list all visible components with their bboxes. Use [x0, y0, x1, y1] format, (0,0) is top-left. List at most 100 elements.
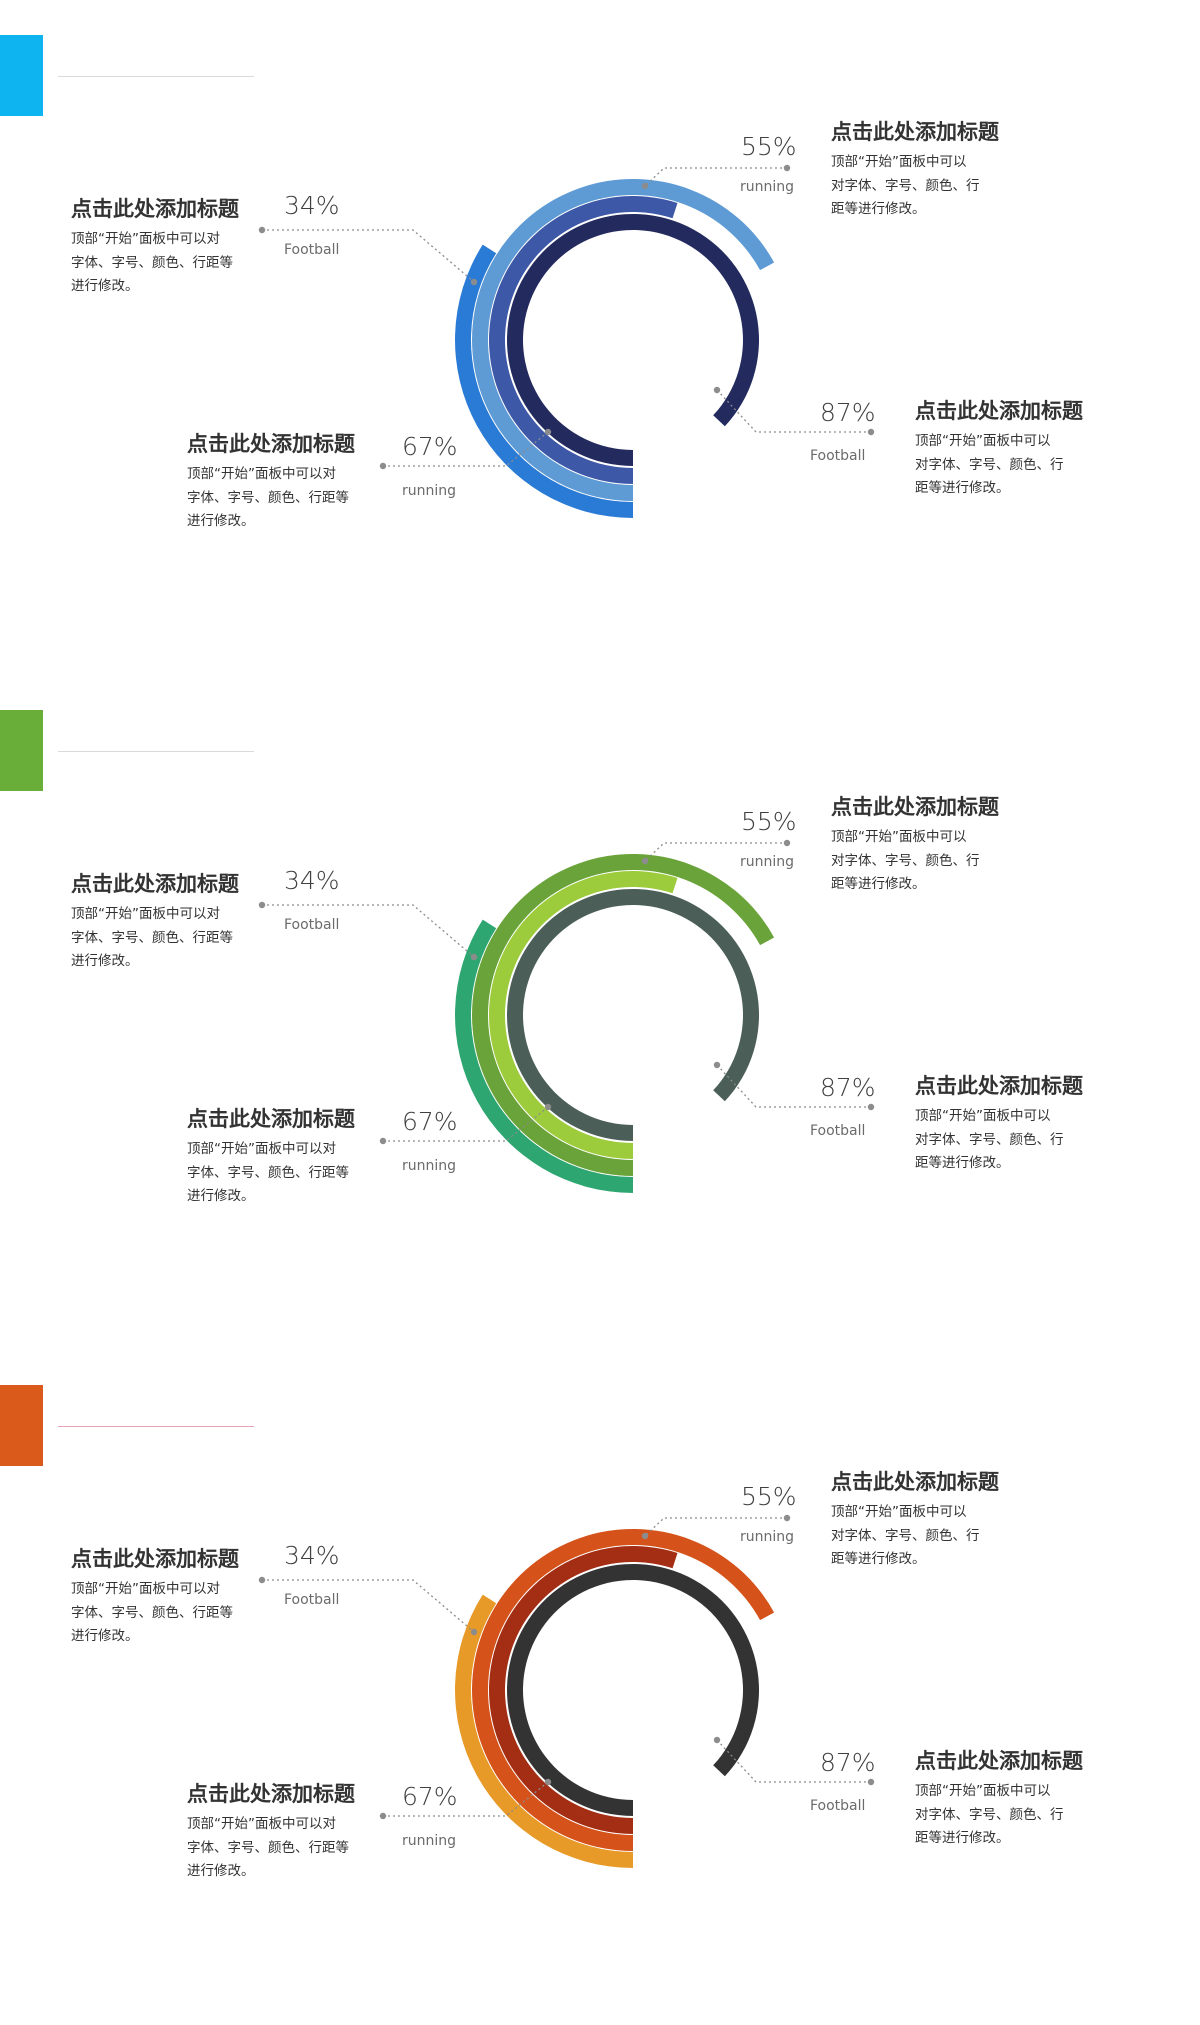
leader-line	[644, 842, 787, 862]
leader-line	[383, 1106, 549, 1142]
leader-dot	[379, 1137, 387, 1145]
leader-dot	[544, 1778, 552, 1786]
leader-dot	[379, 462, 387, 470]
leader-dot	[641, 182, 649, 190]
divider-line	[58, 751, 254, 752]
accent-bar	[0, 35, 43, 116]
series-label: running	[740, 179, 795, 195]
leader-dot	[470, 953, 478, 961]
chart-panel-2: 点击此处添加标题 顶部“开始”面板中可以对 字体、字号、颜色、行距等 进行修改。…	[0, 675, 1200, 1350]
leader-line	[262, 1579, 475, 1633]
series-label: Football	[284, 917, 340, 933]
divider-line	[58, 76, 254, 77]
percent-value: 87%	[820, 398, 876, 427]
label-description: 顶部“开始”面板中可以对 字体、字号、颜色、行距等 进行修改。	[71, 906, 233, 969]
radial-bar-football	[507, 214, 759, 467]
accent-bar	[0, 1385, 43, 1466]
percent-value: 55%	[741, 1482, 797, 1511]
series-label: Football	[810, 448, 866, 464]
leader-dot	[783, 839, 791, 847]
percent-value: 87%	[820, 1748, 876, 1777]
leader-line	[716, 389, 871, 433]
leader-line	[716, 1739, 871, 1783]
radial-chart	[258, 1514, 875, 1868]
leader-line	[383, 1781, 549, 1817]
percent-value: 67%	[402, 1107, 458, 1136]
leader-dot	[544, 428, 552, 436]
series-label: running	[402, 1833, 457, 1849]
label-title: 点击此处添加标题	[187, 432, 355, 456]
label-title: 点击此处添加标题	[71, 872, 239, 896]
radial-chart	[258, 164, 875, 518]
leader-line	[716, 1064, 871, 1108]
series-label: running	[402, 1158, 457, 1174]
radial-bar-football	[454, 244, 633, 518]
leader-line	[644, 167, 787, 187]
leader-dot	[713, 1061, 721, 1069]
label-description: 顶部“开始”面板中可以 对字体、字号、颜色、行 距等进行修改。	[831, 154, 980, 217]
label-description: 顶部“开始”面板中可以对 字体、字号、颜色、行距等 进行修改。	[187, 466, 349, 529]
series-label: running	[402, 483, 457, 499]
chart-panel-3: 点击此处添加标题 顶部“开始”面板中可以对 字体、字号、颜色、行距等 进行修改。…	[0, 1350, 1200, 2025]
accent-bar	[0, 710, 43, 791]
leader-line	[383, 431, 549, 467]
radial-bar-football	[454, 919, 633, 1193]
label-title: 点击此处添加标题	[915, 1749, 1083, 1773]
percent-value: 55%	[741, 132, 797, 161]
label-description: 顶部“开始”面板中可以对 字体、字号、颜色、行距等 进行修改。	[187, 1816, 349, 1879]
leader-dot	[641, 857, 649, 865]
leader-dot	[470, 1628, 478, 1636]
label-title: 点击此处添加标题	[915, 1074, 1083, 1098]
label-description: 顶部“开始”面板中可以 对字体、字号、颜色、行 距等进行修改。	[915, 1108, 1064, 1171]
leader-dot	[258, 1576, 266, 1584]
leader-dot	[258, 901, 266, 909]
label-description: 顶部“开始”面板中可以对 字体、字号、颜色、行距等 进行修改。	[187, 1141, 349, 1204]
label-title: 点击此处添加标题	[187, 1782, 355, 1806]
chart-panel-1: 点击此处添加标题 顶部“开始”面板中可以对 字体、字号、颜色、行距等 进行修改。…	[0, 0, 1200, 675]
leader-line	[262, 229, 475, 283]
leader-dot	[379, 1812, 387, 1820]
leader-dot	[713, 1736, 721, 1744]
label-description: 顶部“开始”面板中可以对 字体、字号、颜色、行距等 进行修改。	[71, 231, 233, 294]
leader-dot	[258, 226, 266, 234]
series-label: running	[740, 854, 795, 870]
series-label: Football	[284, 242, 340, 258]
percent-value: 34%	[284, 866, 340, 895]
label-description: 顶部“开始”面板中可以对 字体、字号、颜色、行距等 进行修改。	[71, 1581, 233, 1644]
radial-bar-football	[454, 1594, 633, 1868]
series-label: Football	[284, 1592, 340, 1608]
leader-dot	[641, 1532, 649, 1540]
leader-line	[644, 1517, 787, 1537]
leader-dot	[470, 278, 478, 286]
leader-dot	[713, 386, 721, 394]
series-label: running	[740, 1529, 795, 1545]
label-description: 顶部“开始”面板中可以 对字体、字号、颜色、行 距等进行修改。	[915, 433, 1064, 496]
label-title: 点击此处添加标题	[187, 1107, 355, 1131]
label-description: 顶部“开始”面板中可以 对字体、字号、颜色、行 距等进行修改。	[831, 1504, 980, 1567]
leader-dot	[783, 1514, 791, 1522]
divider-line	[58, 1426, 254, 1427]
leader-dot	[783, 164, 791, 172]
label-description: 顶部“开始”面板中可以 对字体、字号、颜色、行 距等进行修改。	[915, 1783, 1064, 1846]
leader-dot	[867, 1778, 875, 1786]
leader-dot	[867, 1103, 875, 1111]
label-title: 点击此处添加标题	[831, 1470, 999, 1494]
label-title: 点击此处添加标题	[831, 795, 999, 819]
label-title: 点击此处添加标题	[71, 1547, 239, 1571]
radial-chart	[258, 839, 875, 1193]
leader-dot	[544, 1103, 552, 1111]
label-title: 点击此处添加标题	[831, 120, 999, 144]
percent-value: 34%	[284, 191, 340, 220]
radial-bar-football	[507, 889, 759, 1141]
leader-line	[262, 904, 475, 958]
percent-value: 55%	[741, 807, 797, 836]
label-title: 点击此处添加标题	[71, 197, 239, 221]
series-label: Football	[810, 1798, 866, 1814]
label-description: 顶部“开始”面板中可以 对字体、字号、颜色、行 距等进行修改。	[831, 829, 980, 892]
series-label: Football	[810, 1123, 866, 1139]
percent-value: 87%	[820, 1073, 876, 1102]
leader-dot	[867, 428, 875, 436]
percent-value: 67%	[402, 1782, 458, 1811]
label-title: 点击此处添加标题	[915, 399, 1083, 423]
percent-value: 34%	[284, 1541, 340, 1570]
